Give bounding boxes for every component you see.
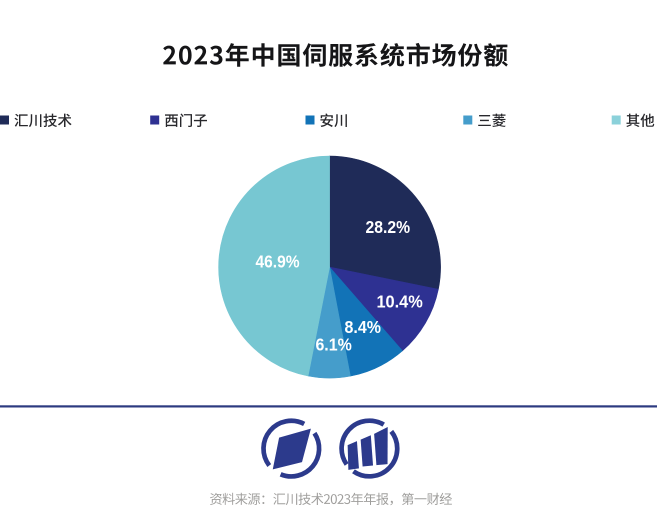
svg-text:46.9%: 46.9% — [256, 252, 300, 272]
svg-text:8.4%: 8.4% — [345, 317, 382, 337]
svg-text:10.4%: 10.4% — [376, 292, 422, 312]
svg-text:6.1%: 6.1% — [315, 335, 351, 355]
svg-text:28.2%: 28.2% — [366, 217, 411, 237]
